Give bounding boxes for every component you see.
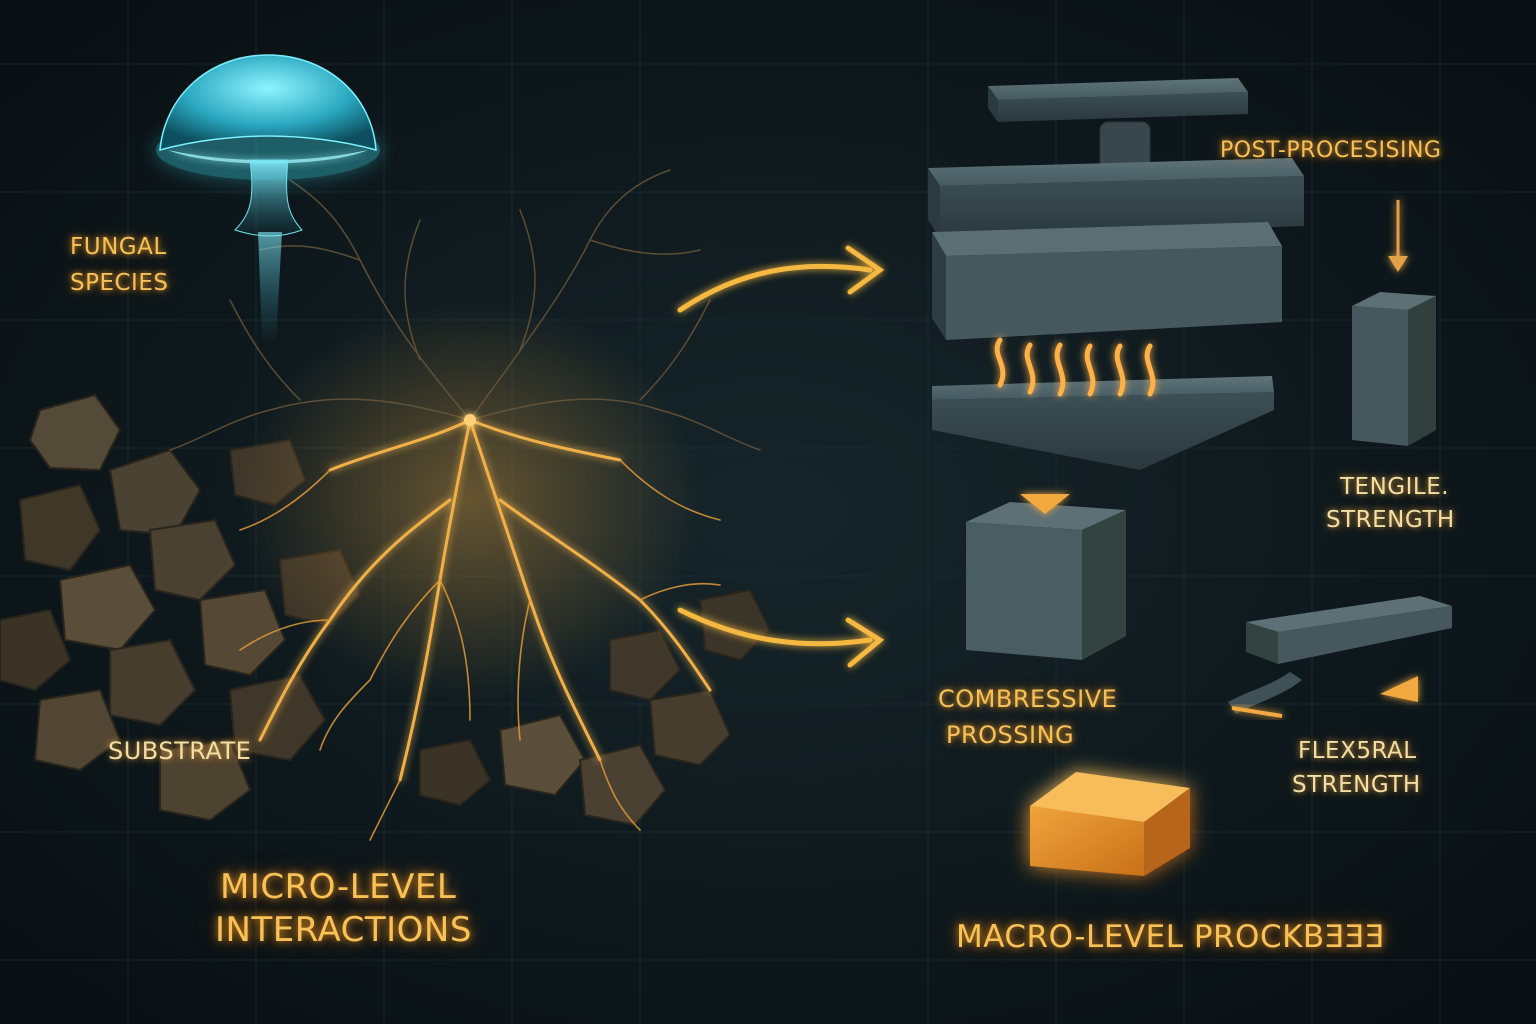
tensile-line1: TENGILE. [1340,474,1450,500]
tensile-specimen [1352,292,1436,446]
compression-cube [966,494,1126,660]
arrow-right-icon [677,245,885,313]
fungal-line1: FUNGAL [70,234,167,260]
heat-waves [994,337,1156,397]
compressive-processing-label: COMBRESSIVE PROSSING [938,685,1118,749]
mycelium-network [169,169,761,841]
right-panel-title: MACRO-LEVEL PROCKBƎƎƎ [956,919,1385,955]
mushroom-icon [156,54,380,340]
substrate-label: SUBSTRATE [108,737,252,765]
flexural-strength-label: FLEX5RAL STRENGTH [1292,738,1421,799]
left-panel-title: MICRO-LEVEL INTERACTIONS [215,867,472,951]
arrow-down-icon [1388,200,1408,272]
arrow-right-icon [677,607,885,668]
load-indicator [1380,676,1418,702]
flexural-line2: STRENGTH [1292,772,1421,799]
substrate-rocks [0,393,772,827]
mycelium-node [464,414,476,426]
compression-indicator [1020,494,1070,514]
post-processing-label: POST-PROCESISING [1220,138,1442,163]
final-product-block [1030,772,1190,876]
fungal-line2: SPECIES [70,270,169,297]
tensile-strength-label: TENGILE. STRENGTH [1326,474,1455,534]
flexural-beam [1228,596,1452,718]
compressive-line1: COMBRESSIVE [938,685,1118,713]
left-title-line1: MICRO-LEVEL [220,867,457,907]
compressive-line2: PROSSING [946,720,1075,749]
left-title-line2: INTERACTIONS [215,910,472,951]
flexural-line1: FLEX5RAL [1298,738,1417,764]
hydraulic-press [928,78,1304,470]
fungal-species-label: FUNGAL SPECIES [70,234,168,297]
tensile-line2: STRENGTH [1326,507,1455,534]
root-glow [240,300,700,700]
